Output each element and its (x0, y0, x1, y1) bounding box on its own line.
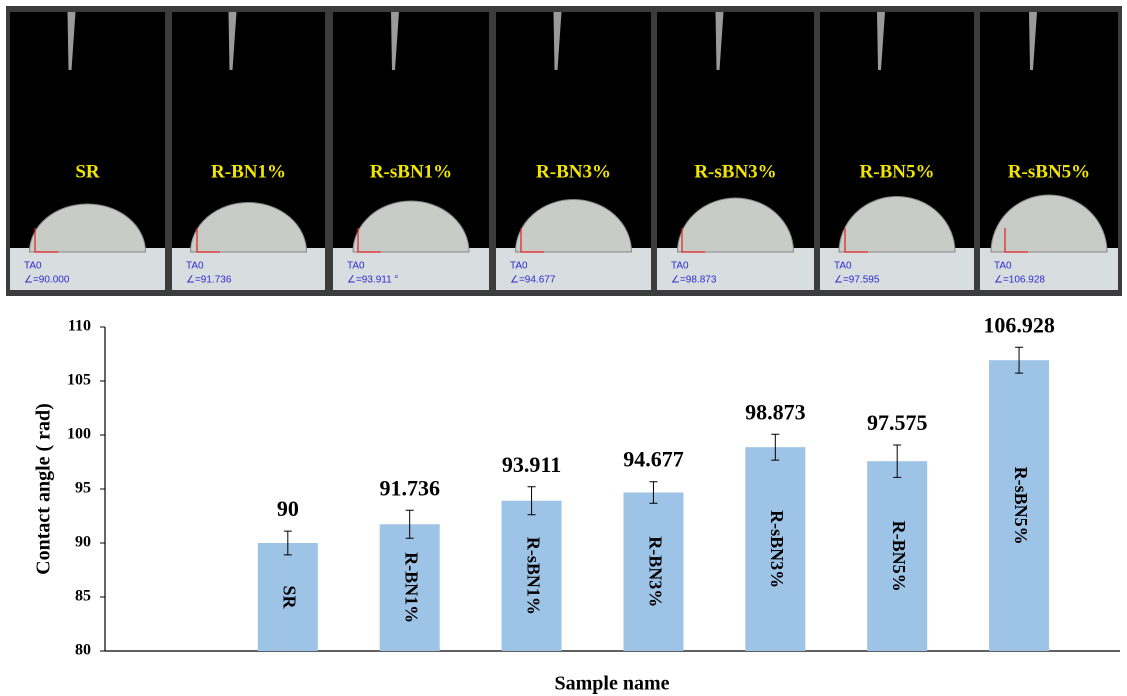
category-label: R-BN1% (402, 552, 422, 623)
angle-tag: TA0 (186, 261, 204, 272)
angle-value: ∠=106.928 (994, 275, 1045, 286)
y-tick-label: 90 (75, 534, 91, 551)
y-axis-label: Contact angle ( rad) (33, 403, 55, 575)
category-label: R-BN5% (889, 521, 909, 592)
category-label: R-BN3% (645, 536, 665, 607)
y-tick-label: 100 (67, 426, 91, 443)
angle-value: ∠=97.595 (834, 275, 880, 286)
angle-value: ∠=90.000 (24, 275, 70, 286)
value-label: 94.677 (623, 447, 684, 472)
angle-tag: TA0 (510, 261, 528, 272)
y-tick-label: 80 (75, 642, 91, 659)
angle-tag: TA0 (347, 261, 365, 272)
panel-label: R-sBN5% (1008, 161, 1090, 182)
figure: SR TA0 ∠=90.000 R-BN1% TA0 ∠=91.736 R-sBN1% TA0… (0, 0, 1127, 696)
y-tick-label: 110 (68, 318, 91, 335)
panel-label: R-BN5% (860, 161, 935, 182)
panel-label: SR (75, 161, 100, 182)
angle-value: ∠=98.873 (671, 275, 717, 286)
angle-value: ∠=91.736 (186, 275, 232, 286)
angle-value: ∠=93.911 ° (347, 275, 398, 286)
value-label: 90 (277, 496, 299, 521)
category-label: R-sBN3% (767, 510, 787, 588)
y-tick-label: 105 (67, 372, 91, 389)
x-axis-label: Sample name (555, 673, 670, 695)
panel-label: R-BN1% (211, 161, 286, 182)
category-label: R-sBN1% (523, 537, 543, 615)
panel-label: R-sBN3% (694, 161, 776, 182)
value-label: 106.928 (983, 312, 1055, 337)
value-label: 93.911 (502, 452, 561, 477)
value-label: 91.736 (379, 475, 440, 500)
value-label: 98.873 (745, 399, 806, 424)
category-label: SR (280, 585, 300, 609)
angle-tag: TA0 (834, 261, 852, 272)
angle-tag: TA0 (671, 261, 689, 272)
y-tick-label: 95 (75, 480, 91, 497)
angle-tag: TA0 (994, 261, 1012, 272)
y-tick-label: 85 (75, 588, 91, 605)
panel-label: R-sBN1% (370, 161, 452, 182)
angle-tag: TA0 (24, 261, 42, 272)
panels: SR TA0 ∠=90.000 R-BN1% TA0 ∠=91.736 R-sBN1% TA0… (10, 12, 1118, 290)
panel-label: R-BN3% (536, 161, 611, 182)
category-label: R-sBN5% (1011, 467, 1031, 545)
angle-value: ∠=94.677 (510, 275, 556, 286)
value-label: 97.575 (867, 410, 928, 435)
